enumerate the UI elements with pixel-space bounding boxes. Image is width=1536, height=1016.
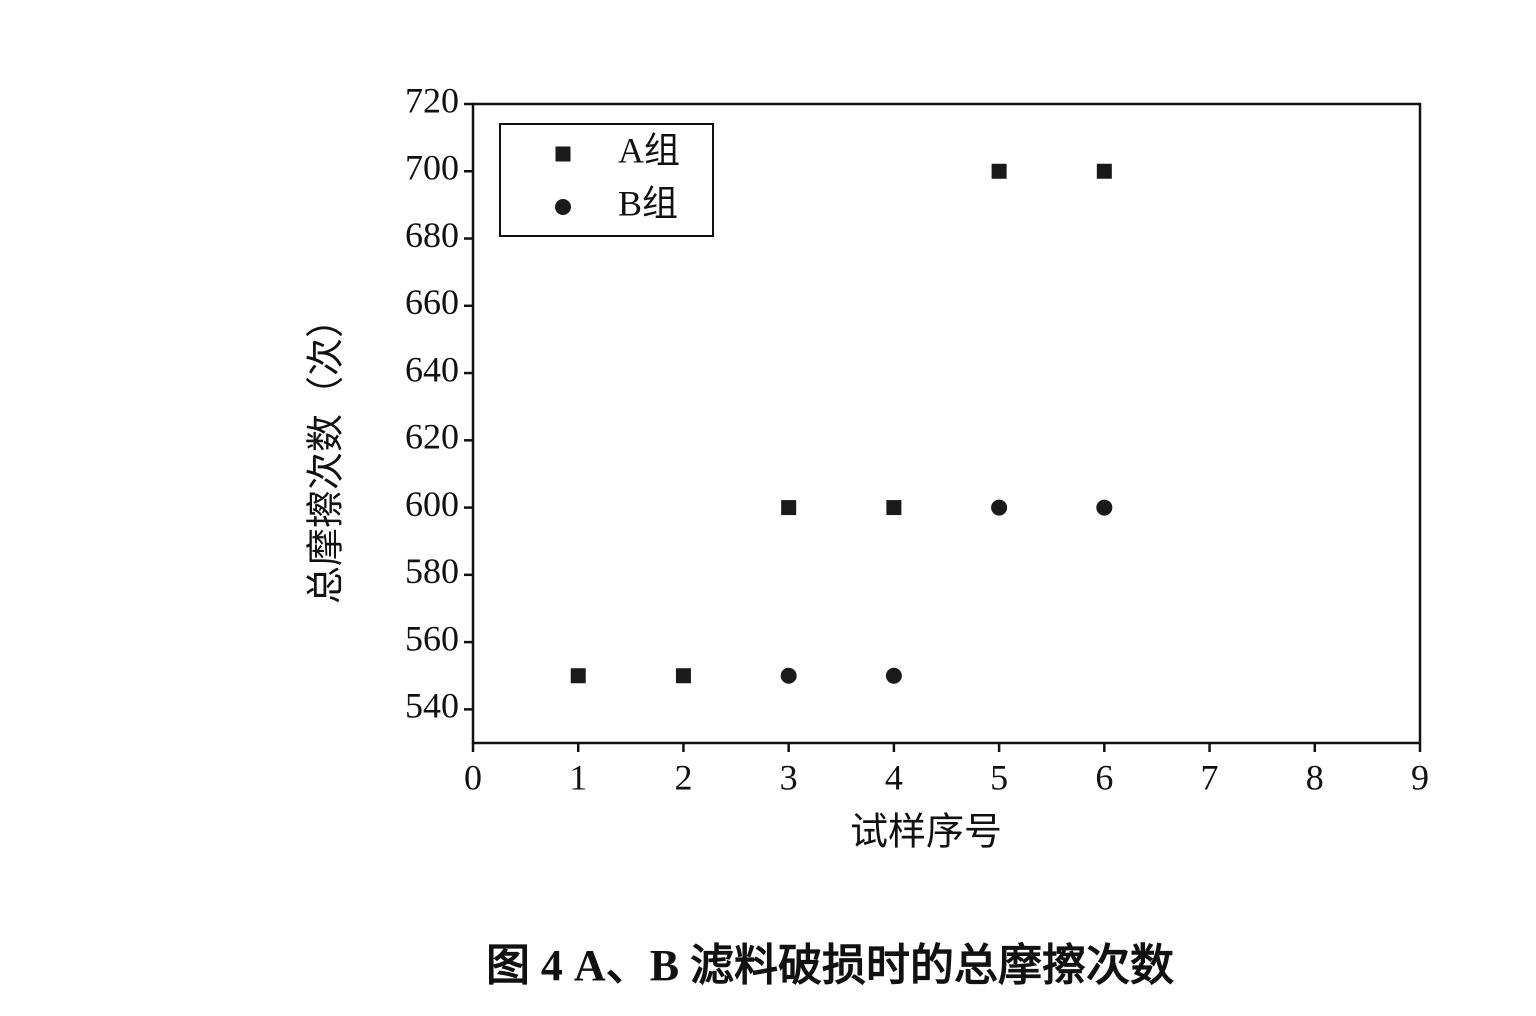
point bbox=[991, 499, 1008, 516]
x-tick-label: 0 bbox=[464, 757, 482, 797]
legend-marker bbox=[555, 199, 571, 215]
y-tick-label: 620 bbox=[405, 417, 459, 457]
y-tick-label: 660 bbox=[405, 282, 459, 322]
x-tick-label: 9 bbox=[1411, 757, 1429, 797]
x-tick-label: 6 bbox=[1095, 757, 1113, 797]
point bbox=[675, 668, 691, 684]
point bbox=[1096, 163, 1112, 179]
legend-box bbox=[499, 123, 714, 237]
legend-marker bbox=[555, 146, 571, 162]
point bbox=[570, 668, 586, 684]
x-tick-label: 4 bbox=[885, 757, 903, 797]
x-tick-label: 2 bbox=[674, 757, 692, 797]
point bbox=[1096, 499, 1113, 516]
point bbox=[886, 500, 902, 516]
point bbox=[781, 500, 797, 516]
x-tick-label: 3 bbox=[780, 757, 798, 797]
point bbox=[991, 163, 1007, 179]
y-tick-label: 700 bbox=[405, 148, 459, 188]
caption: 图 4 A、B 滤料破损时的总摩擦次数 bbox=[486, 941, 1174, 990]
legend-label: A组 bbox=[618, 130, 680, 170]
y-tick-label: 560 bbox=[405, 618, 459, 658]
y-tick-label: 600 bbox=[405, 484, 459, 524]
y-tick-label: 540 bbox=[405, 686, 459, 726]
point bbox=[885, 667, 902, 684]
y-tick-label: 580 bbox=[405, 551, 459, 591]
y-tick-label: 640 bbox=[405, 349, 459, 389]
y-tick-label: 720 bbox=[405, 80, 459, 120]
x-axis-label: 试样序号 bbox=[850, 812, 1002, 854]
plot-frame bbox=[471, 102, 1422, 745]
legend-label: B组 bbox=[618, 183, 678, 223]
x-tick-label: 5 bbox=[990, 757, 1008, 797]
y-tick-label: 680 bbox=[405, 215, 459, 255]
x-tick-label: 8 bbox=[1306, 757, 1324, 797]
point bbox=[780, 667, 797, 684]
x-tick-label: 1 bbox=[569, 757, 587, 797]
x-tick-label: 7 bbox=[1201, 757, 1219, 797]
y-axis-label: 总摩擦次数（次） bbox=[306, 300, 348, 604]
